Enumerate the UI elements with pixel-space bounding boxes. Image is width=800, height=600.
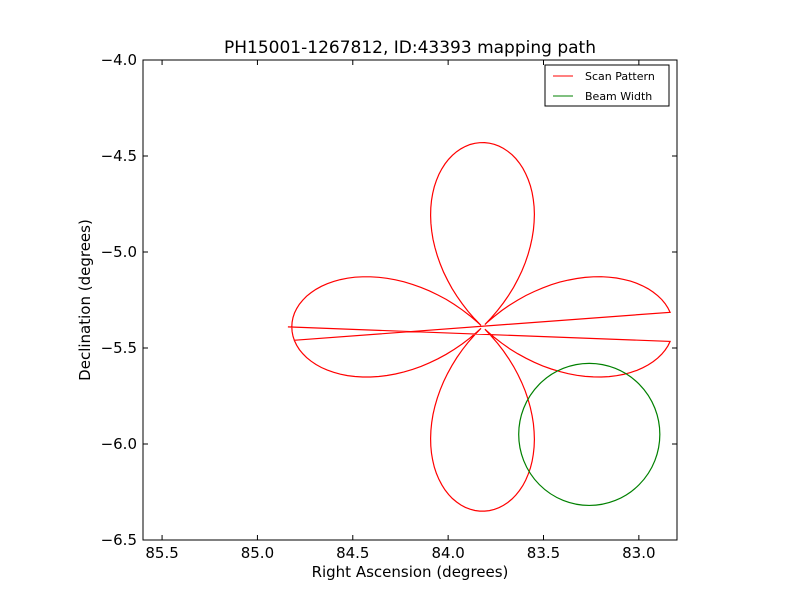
x-tick-label: 83.0 [622, 544, 655, 562]
beam-width-circle [518, 362, 661, 507]
series-layer [287, 141, 672, 512]
legend-box [544, 64, 670, 107]
x-tick-label: 84.0 [431, 544, 464, 562]
y-tick-label: −5.0 [101, 243, 137, 261]
legend: Scan Pattern Beam Width [544, 64, 670, 107]
x-tick-label: 85.5 [145, 544, 178, 562]
x-axis-label: Right Ascension (degrees) [312, 563, 509, 581]
axis-ticks: 85.5 85.0 84.5 84.0 83.5 83.0 −4.0 −4.5 −5.0 −5.5… [101, 51, 677, 562]
y-tick-label: −6.0 [101, 435, 137, 453]
scan-pattern-line [287, 141, 672, 512]
y-axis-label: Declination (degrees) [76, 219, 94, 381]
y-tick-label: −6.5 [101, 531, 137, 549]
x-tick-label: 84.5 [336, 544, 369, 562]
plot-frame [142, 59, 678, 541]
y-tick-label: −4.5 [101, 147, 137, 165]
legend-scan-label: Scan Pattern [585, 70, 655, 83]
y-tick-label: −4.0 [101, 51, 137, 69]
y-tick-label: −5.5 [101, 339, 137, 357]
legend-beam-label: Beam Width [585, 90, 652, 103]
x-tick-label: 83.5 [527, 544, 560, 562]
chart-title: PH15001-1267812, ID:43393 mapping path [224, 38, 596, 58]
plot-area [142, 59, 678, 541]
x-tick-label: 85.0 [241, 544, 274, 562]
